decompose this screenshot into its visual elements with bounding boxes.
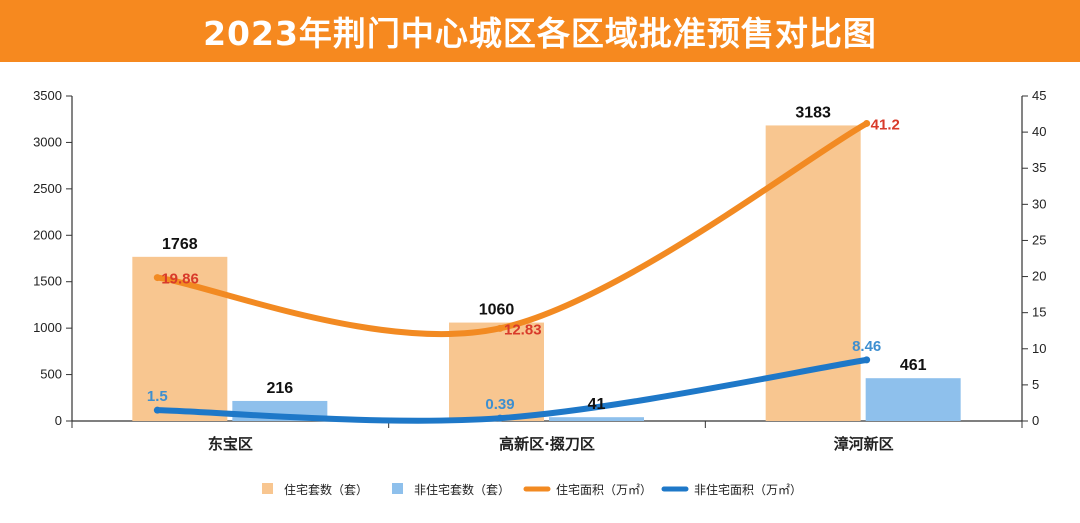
bars	[132, 125, 961, 421]
lines	[153, 119, 871, 424]
right-tick-label: 5	[1032, 377, 1039, 392]
left-tick-label: 0	[55, 413, 62, 428]
right-tick-label: 45	[1032, 88, 1046, 103]
legend-label: 住宅面积（万㎡）	[556, 482, 652, 497]
residential-area-label: 41.2	[871, 116, 900, 133]
nonresidential-area-label: 0.39	[485, 396, 514, 413]
right-tick-label: 40	[1032, 124, 1046, 139]
legend-item-residential-units: 住宅套数（套）	[262, 482, 368, 497]
legend-item-residential-area: 住宅面积（万㎡）	[523, 482, 652, 497]
nonresidential-area-label: 8.46	[852, 338, 881, 355]
x-category-label: 东宝区	[208, 435, 253, 453]
residential-units-label: 1768	[162, 236, 198, 253]
x-category-label: 高新区·掇刀区	[499, 435, 595, 453]
nonresidential-units-label: 216	[266, 380, 293, 397]
residential-area-point	[153, 274, 161, 282]
legend-swatch	[392, 483, 403, 494]
x-category-label: 漳河新区	[834, 435, 894, 453]
right-tick-label: 35	[1032, 160, 1046, 175]
axes: 0 500 1000 1500 2000 2500 3000 3500 0 5 10 15 20 25 30…	[33, 88, 1046, 453]
residential-area-point	[496, 324, 504, 332]
residential-area-label: 12.83	[504, 321, 542, 338]
residential-area-label: 19.86	[161, 271, 199, 288]
right-tick-label: 0	[1032, 413, 1039, 428]
legend: 住宅套数（套） 非住宅套数（套） 住宅面积（万㎡） 非住宅面积（万㎡）	[262, 482, 802, 497]
right-tick-label: 15	[1032, 305, 1046, 320]
legend-label: 非住宅面积（万㎡）	[694, 482, 802, 497]
residential-units-bar	[449, 322, 544, 421]
nonresidential-units-bar	[549, 417, 644, 421]
left-tick-label: 1500	[33, 274, 62, 289]
left-tick-label: 500	[40, 367, 62, 382]
nonresidential-units-bar	[865, 378, 961, 421]
left-tick-label: 2500	[33, 181, 62, 196]
left-tick-label: 3500	[33, 88, 62, 103]
chart-title: 2023年荆门中心城区各区域批准预售对比图	[203, 14, 877, 53]
nonresidential-area-point	[863, 356, 871, 364]
right-tick-label: 20	[1032, 269, 1046, 284]
left-tick-label: 3000	[33, 134, 62, 149]
title-banner: 2023年荆门中心城区各区域批准预售对比图	[0, 0, 1080, 62]
legend-label: 非住宅套数（套）	[414, 482, 510, 497]
nonresidential-units-label: 41	[588, 396, 606, 413]
legend-label: 住宅套数（套）	[284, 482, 368, 497]
chart-canvas: 0 500 1000 1500 2000 2500 3000 3500 0 5 10 15 20 25 30…	[33, 88, 1046, 497]
legend-item-nonresidential-area: 非住宅面积（万㎡）	[661, 482, 802, 497]
nonresidential-area-point	[153, 406, 161, 414]
nonresidential-units-label: 461	[900, 357, 927, 374]
residential-units-label: 3183	[795, 104, 831, 121]
left-tick-label: 1000	[33, 320, 62, 335]
left-tick-label: 2000	[33, 227, 62, 242]
legend-item-nonresidential-units: 非住宅套数（套）	[392, 482, 510, 497]
right-tick-label: 30	[1032, 196, 1046, 211]
right-tick-label: 10	[1032, 341, 1046, 356]
right-tick-label: 25	[1032, 232, 1046, 247]
residential-area-point	[863, 119, 871, 127]
data-labels: 1768 216 1060 41 3183 461 19.86 12.83 41.2 1.5 0.3…	[147, 104, 927, 413]
nonresidential-area-label: 1.5	[147, 388, 168, 405]
legend-swatch	[262, 483, 273, 494]
residential-units-label: 1060	[479, 302, 515, 319]
nonresidential-area-point	[496, 414, 504, 422]
